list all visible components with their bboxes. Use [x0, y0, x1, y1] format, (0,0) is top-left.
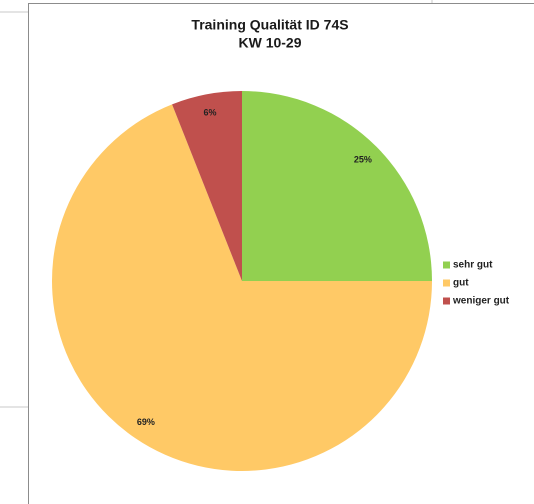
- chart-subtitle: KW 10-29: [238, 35, 301, 51]
- legend-swatch: [443, 297, 450, 305]
- data-label: 69%: [137, 417, 155, 427]
- pie-slice: [242, 91, 432, 281]
- legend-label: gut: [453, 278, 469, 289]
- chart-title: Training Qualität ID 74S: [191, 17, 348, 33]
- data-label: 6%: [203, 107, 216, 117]
- legend-swatch: [443, 261, 450, 269]
- pie-slice: [172, 91, 242, 281]
- legend-label: weniger gut: [452, 296, 510, 307]
- pie-slice: [52, 104, 433, 471]
- data-label: 25%: [354, 154, 372, 164]
- legend-label: sehr gut: [453, 260, 493, 271]
- legend-swatch: [443, 279, 450, 287]
